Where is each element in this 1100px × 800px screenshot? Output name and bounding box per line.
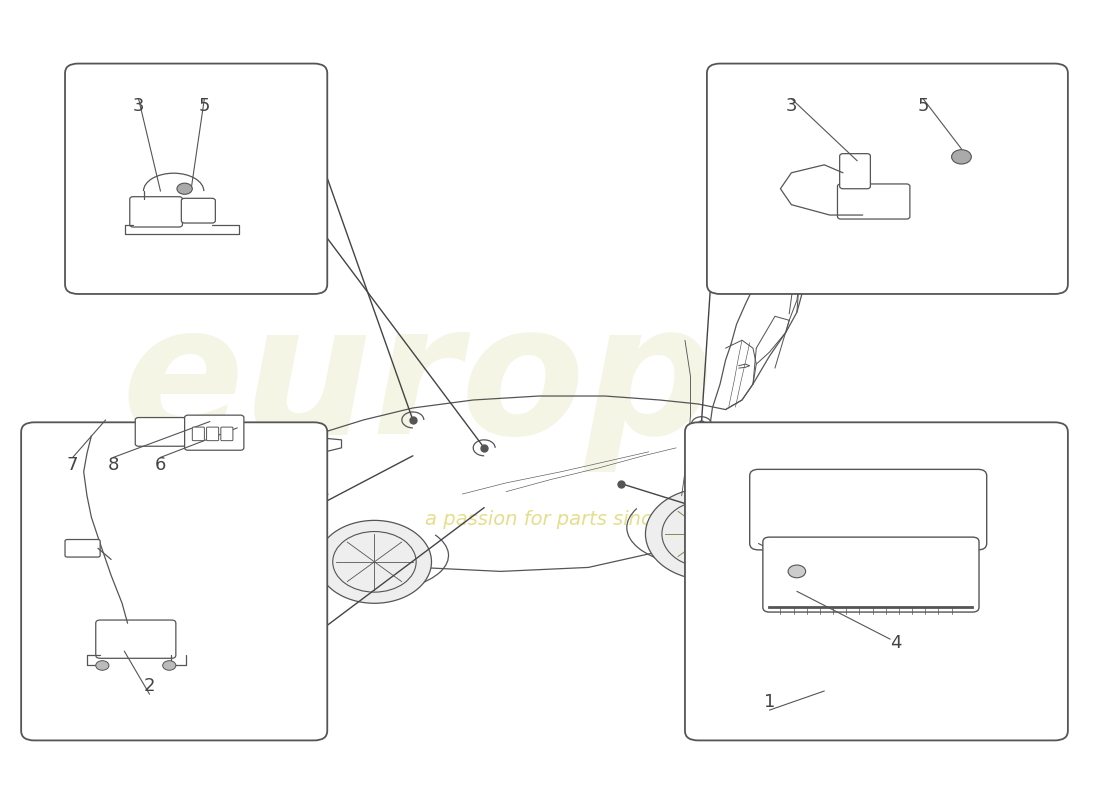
FancyBboxPatch shape <box>192 427 205 441</box>
Circle shape <box>788 565 805 578</box>
FancyBboxPatch shape <box>96 620 176 658</box>
FancyBboxPatch shape <box>221 427 233 441</box>
Text: 8: 8 <box>108 456 119 474</box>
Text: a passion for parts since 1985: a passion for parts since 1985 <box>425 510 719 529</box>
FancyBboxPatch shape <box>763 537 979 612</box>
Text: 3: 3 <box>785 97 798 115</box>
Circle shape <box>163 661 176 670</box>
FancyBboxPatch shape <box>65 63 328 294</box>
Circle shape <box>952 150 971 164</box>
FancyBboxPatch shape <box>685 422 1068 741</box>
Text: 5: 5 <box>917 97 928 115</box>
Text: 3: 3 <box>133 97 144 115</box>
FancyBboxPatch shape <box>21 422 328 741</box>
Text: 5: 5 <box>199 97 210 115</box>
FancyBboxPatch shape <box>185 415 244 450</box>
FancyBboxPatch shape <box>707 63 1068 294</box>
FancyBboxPatch shape <box>207 427 219 441</box>
Circle shape <box>177 183 192 194</box>
FancyBboxPatch shape <box>182 198 216 223</box>
Text: 6: 6 <box>155 456 166 474</box>
FancyBboxPatch shape <box>135 418 186 446</box>
FancyBboxPatch shape <box>65 539 100 557</box>
FancyBboxPatch shape <box>839 154 870 189</box>
Text: 1: 1 <box>763 693 776 711</box>
Text: europ: europ <box>122 296 715 472</box>
Text: 2: 2 <box>144 677 155 695</box>
Circle shape <box>96 661 109 670</box>
FancyBboxPatch shape <box>837 184 910 219</box>
Text: 4: 4 <box>890 634 902 652</box>
Circle shape <box>646 488 772 580</box>
Circle shape <box>318 520 431 603</box>
FancyBboxPatch shape <box>130 197 183 227</box>
Text: 7: 7 <box>67 456 78 474</box>
FancyBboxPatch shape <box>750 470 987 550</box>
